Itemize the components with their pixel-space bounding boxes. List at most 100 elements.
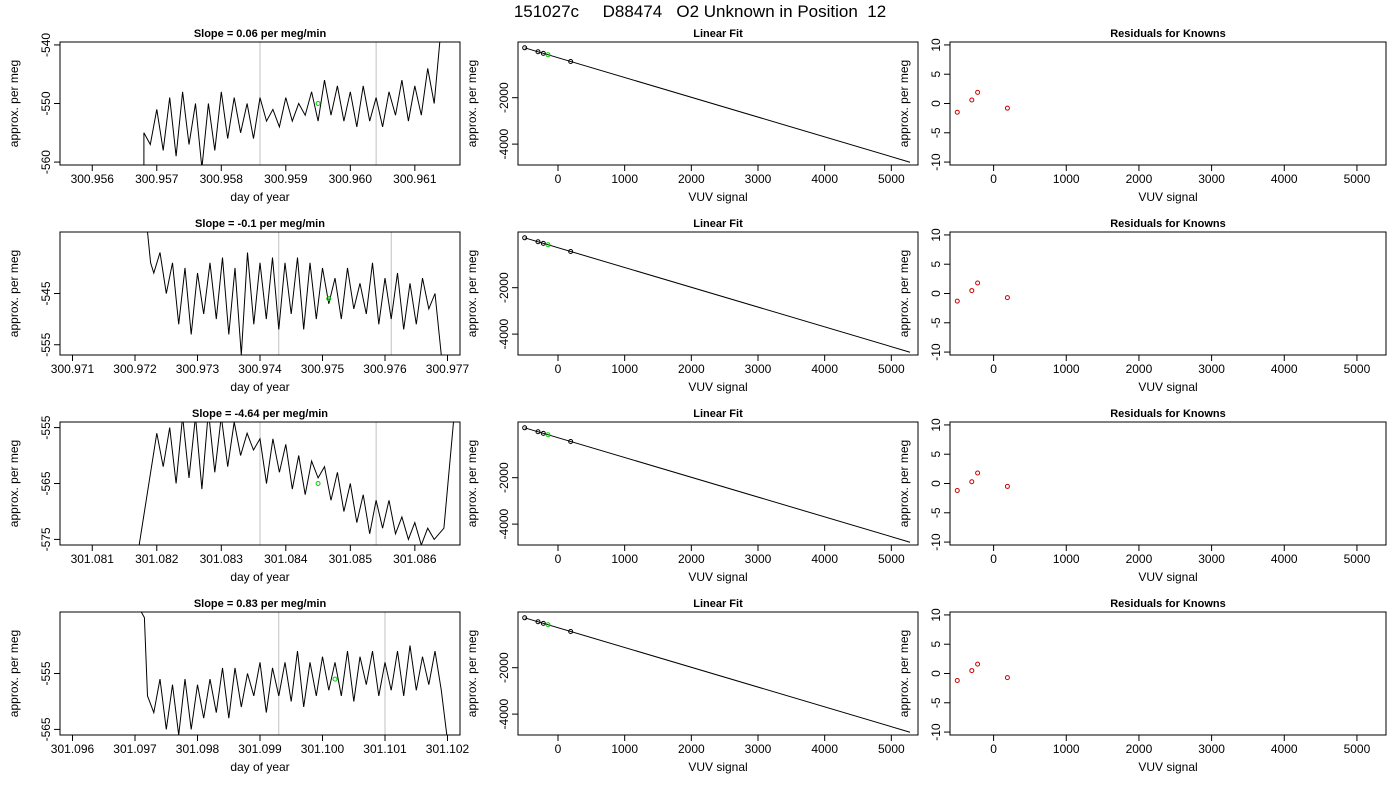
chart-11-plot-area	[522, 615, 911, 733]
chart-5-xlabel: VUV signal	[688, 380, 747, 394]
chart-12-xlabel: VUV signal	[1138, 760, 1197, 774]
chart-7-frame	[59, 421, 461, 546]
chart-5-ylabel: approx. per meg	[465, 250, 479, 337]
chart-4-plot-area	[147, 232, 442, 355]
chart-6-point	[969, 288, 975, 294]
chart-11-xtick-label: 4000	[811, 742, 838, 756]
chart-1-ytick-label: -540	[39, 33, 53, 57]
chart-10-ylabel: approx. per meg	[7, 630, 21, 717]
chart-12-frame	[949, 611, 1387, 736]
chart-4-xtick-label: 300.974	[238, 362, 282, 376]
chart-4-title: Slope = -0.1 per meg/min	[195, 218, 325, 230]
chart-6-xtick-label: 0	[990, 362, 997, 376]
chart-9-point	[1004, 483, 1010, 489]
chart-9-title: Residuals for Knowns	[1110, 408, 1226, 420]
chart-4-xtick-label: 300.975	[301, 362, 345, 376]
chart-4-unknown-point	[326, 296, 332, 302]
chart-3-panel: Residuals for Knowns 0 1000 2000 3000 4000 500…	[897, 28, 1387, 204]
chart-10-panel: Slope = 0.83 per meg/min 301.096 301.097 30…	[7, 598, 470, 774]
chart-4-xlabel: day of year	[230, 380, 289, 394]
chart-6-ytick-label: 10	[929, 228, 943, 242]
chart-2-unknown-point	[545, 52, 551, 58]
chart-7-ytick-label: -565	[39, 471, 53, 495]
chart-11-ylabel: approx. per meg	[465, 630, 479, 717]
chart-10-series-line	[140, 612, 448, 735]
chart-1-plot-area	[143, 42, 441, 165]
chart-10-xtick-label: 301.099	[238, 742, 282, 756]
chart-1-ylabel: approx. per meg	[7, 60, 21, 147]
chart-4-xtick-label: 300.971	[51, 362, 95, 376]
chart-4-ytick-label: -555	[39, 332, 53, 356]
chart-8-point	[522, 425, 528, 431]
chart-3-ytick-label: -5	[929, 127, 943, 138]
chart-9-xtick-label: 1000	[1053, 552, 1080, 566]
chart-5-xtick-label: 5000	[878, 362, 905, 376]
chart-1-xtick-label: 300.956	[71, 172, 115, 186]
chart-9-xtick-label: 3000	[1198, 552, 1225, 566]
chart-10-xtick-label: 301.100	[301, 742, 345, 756]
chart-12-ytick-label: 5	[929, 641, 943, 648]
chart-11-unknown-point	[545, 622, 551, 628]
chart-9-ytick-label: 10	[929, 418, 943, 432]
chart-5-panel: Linear Fit 0 1000 2000 3000 4000 5000 -4000 -200…	[465, 218, 919, 394]
chart-1-title: Slope = 0.06 per meg/min	[194, 28, 327, 40]
chart-6-point	[1004, 295, 1010, 301]
chart-3-ytick-label: 5	[929, 71, 943, 78]
chart-10-ytick-label: -565	[39, 717, 53, 741]
chart-11-title: Linear Fit	[693, 598, 743, 610]
chart-1-ytick-label: -550	[39, 91, 53, 115]
chart-12-ytick-label: -5	[929, 697, 943, 708]
chart-2-xtick-label: 1000	[611, 172, 638, 186]
chart-7-ytick-label: -555	[39, 415, 53, 439]
chart-2-fit-line	[524, 47, 911, 163]
chart-7-unknown-point	[315, 481, 321, 486]
chart-4-xtick-label: 300.972	[113, 362, 157, 376]
chart-5-xtick-label: 2000	[678, 362, 705, 376]
chart-9-ylabel: approx. per meg	[897, 440, 911, 527]
chart-12-plot-area	[954, 661, 1010, 684]
chart-6-ytick-label: 5	[929, 261, 943, 268]
chart-3-point	[969, 97, 975, 103]
chart-2-xtick-label: 4000	[811, 172, 838, 186]
chart-12-ytick-label: -10	[929, 723, 943, 741]
chart-4-xtick-label: 300.976	[363, 362, 407, 376]
chart-11-xtick-label: 0	[555, 742, 562, 756]
chart-8-xtick-label: 3000	[745, 552, 772, 566]
chart-1-ytick-label: -560	[39, 150, 53, 174]
chart-10-ytick-label: -555	[39, 661, 53, 685]
chart-1-frame	[59, 41, 461, 166]
chart-12-xtick-label: 3000	[1198, 742, 1225, 756]
chart-2-ytick-label: -4000	[497, 128, 511, 159]
chart-7-ytick-label: -575	[39, 527, 53, 551]
chart-7-xtick-label: 301.081	[71, 552, 115, 566]
chart-3-point	[975, 89, 981, 95]
chart-3-xlabel: VUV signal	[1138, 190, 1197, 204]
chart-8-xlabel: VUV signal	[688, 570, 747, 584]
chart-9-frame	[949, 421, 1387, 546]
chart-5-xtick-label: 4000	[811, 362, 838, 376]
chart-2-title: Linear Fit	[693, 28, 743, 40]
chart-3-point	[1004, 105, 1010, 111]
chart-10-xtick-label: 301.097	[113, 742, 157, 756]
chart-3-plot-area	[954, 89, 1010, 115]
chart-5-unknown-point	[545, 242, 551, 248]
chart-6-ytick-label: 0	[929, 290, 943, 297]
chart-2-ylabel: approx. per meg	[465, 60, 479, 147]
chart-10-xtick-label: 301.101	[363, 742, 407, 756]
chart-10-title: Slope = 0.83 per meg/min	[194, 598, 327, 610]
chart-3-xtick-label: 0	[990, 172, 997, 186]
chart-12-title: Residuals for Knowns	[1110, 598, 1226, 610]
chart-8-xtick-label: 4000	[811, 552, 838, 566]
chart-3-ytick-label: 0	[929, 100, 943, 107]
chart-10-plot-area	[140, 612, 448, 735]
chart-5-title: Linear Fit	[693, 218, 743, 230]
chart-10-frame	[59, 611, 461, 736]
chart-4-ylabel: approx. per meg	[7, 250, 21, 337]
chart-11-point	[540, 620, 546, 626]
chart-1-xtick-label: 300.958	[200, 172, 244, 186]
chart-5-xtick-label: 1000	[611, 362, 638, 376]
chart-10-xtick-label: 301.096	[51, 742, 95, 756]
chart-2-point	[535, 49, 541, 55]
chart-5-point	[535, 239, 541, 245]
chart-7-xtick-label: 301.084	[264, 552, 308, 566]
